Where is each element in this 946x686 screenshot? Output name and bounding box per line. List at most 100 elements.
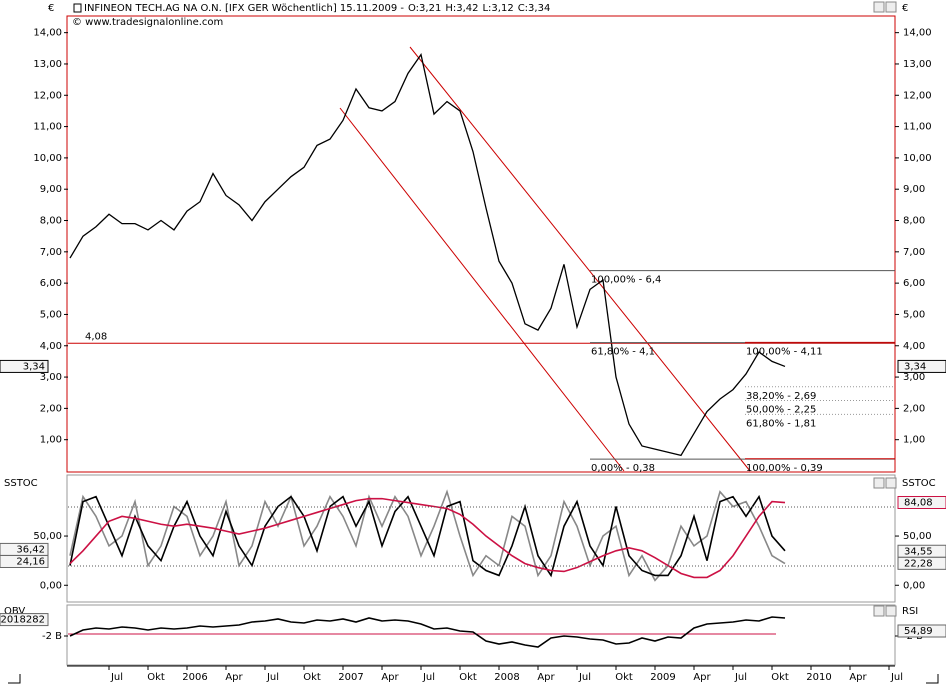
last-price: 3,34 bbox=[904, 361, 926, 372]
y-tick-label: 11,00 bbox=[33, 122, 62, 133]
y-tick-label: 8,00 bbox=[903, 216, 925, 227]
y-tick-label: 9,00 bbox=[40, 184, 62, 195]
y-tick-label: 0,00 bbox=[903, 580, 925, 591]
y-tick-label: 1,00 bbox=[903, 435, 925, 446]
fib-label: 61,80% - 1,81 bbox=[746, 418, 816, 429]
button[interactable] bbox=[885, 605, 897, 617]
value-box-box bbox=[897, 495, 946, 509]
series-line bbox=[69, 494, 786, 578]
y-tick-label: 1,00 bbox=[40, 435, 62, 446]
y-tick-label: 13,00 bbox=[903, 59, 932, 70]
x-tick-label: Okt bbox=[615, 672, 633, 683]
y-tick-label: 11,00 bbox=[903, 122, 932, 133]
window-buttons[interactable] bbox=[873, 1, 897, 617]
corner-arrow bbox=[8, 674, 21, 684]
sstoc-panel bbox=[66, 474, 896, 603]
panel-title: SSTOC bbox=[4, 478, 38, 489]
x-tick-label: Okt bbox=[303, 672, 321, 683]
value-box-box bbox=[897, 556, 946, 570]
y-tick-label: 4,00 bbox=[903, 341, 925, 352]
button[interactable] bbox=[873, 1, 885, 13]
y-tick-label: 8,00 bbox=[40, 216, 62, 227]
y-tick-label: 10,00 bbox=[903, 153, 932, 164]
x-tick-label: Apr bbox=[693, 672, 711, 683]
ohlc-value: O:3,21 bbox=[408, 3, 441, 14]
y-tick-label: 14,00 bbox=[33, 28, 62, 39]
x-tick-label: Jul bbox=[578, 672, 591, 683]
obv-panel bbox=[66, 604, 896, 666]
y-tick-label: 6,00 bbox=[40, 278, 62, 289]
x-tick-label: Jul bbox=[422, 672, 435, 683]
fib-label: 38,20% - 2,69 bbox=[746, 391, 816, 402]
y-tick-label: 5,00 bbox=[40, 309, 62, 320]
x-tick-label: Apr bbox=[849, 672, 867, 683]
button[interactable] bbox=[873, 477, 885, 489]
x-tick-label: Jul bbox=[266, 672, 279, 683]
y-tick-label: 7,00 bbox=[903, 247, 925, 258]
value-box: 34,55 bbox=[904, 546, 933, 557]
value-box-box bbox=[897, 624, 946, 638]
series-line bbox=[69, 497, 786, 579]
y-tick-label: 14,00 bbox=[903, 28, 932, 39]
button[interactable] bbox=[885, 477, 897, 489]
ohlc-value: H:3,42 bbox=[445, 3, 478, 14]
currency: € bbox=[48, 3, 54, 14]
y-tick-label: 50,00 bbox=[33, 531, 62, 542]
x-tick-label: Apr bbox=[537, 672, 555, 683]
x-tick-label: Apr bbox=[225, 672, 243, 683]
y-tick-label: 9,00 bbox=[903, 184, 925, 195]
fib-label: 100,00% - 4,11 bbox=[746, 346, 823, 357]
x-tick-label: Jul bbox=[734, 672, 747, 683]
y-tick-label: 0,00 bbox=[40, 580, 62, 591]
fib-label: 0,00% - 0,38 bbox=[591, 463, 655, 474]
y-tick-label: -2 B bbox=[42, 631, 62, 642]
x-tick-label: Apr bbox=[381, 672, 399, 683]
value-box: 36,42 bbox=[16, 544, 45, 555]
y-tick-label: 12,00 bbox=[903, 90, 932, 101]
ohlc-value: L:3,12 bbox=[482, 3, 513, 14]
y-tick-label: 5,00 bbox=[903, 309, 925, 320]
y-tick-label: 3,00 bbox=[903, 372, 925, 383]
symbol-icon bbox=[73, 3, 82, 13]
value-box: 84,08 bbox=[904, 497, 933, 508]
y-tick-label: 2,00 bbox=[40, 403, 62, 414]
value-box: 242018282 bbox=[0, 615, 45, 626]
value-box-box bbox=[0, 613, 49, 627]
ohlc-value: C:3,34 bbox=[518, 3, 551, 14]
channel-line bbox=[409, 46, 751, 472]
y-tick-label: 10,00 bbox=[33, 153, 62, 164]
fib-label: 50,00% - 2,25 bbox=[746, 405, 816, 416]
value-box: 24,16 bbox=[16, 556, 45, 567]
last-price: 3,34 bbox=[23, 361, 45, 372]
chart-title: INFINEON TECH.AG NA O.N. [IFX GER Wöchen… bbox=[84, 3, 404, 14]
x-tick-label: 2009 bbox=[650, 672, 675, 683]
channel-line bbox=[339, 107, 625, 472]
y-tick-label: 3,00 bbox=[40, 372, 62, 383]
x-tick-label: Jul bbox=[110, 672, 123, 683]
last-price-box bbox=[897, 359, 946, 373]
value-box: 22,28 bbox=[904, 558, 933, 569]
x-tick-label: 2006 bbox=[182, 672, 207, 683]
button[interactable] bbox=[873, 605, 885, 617]
series-line bbox=[69, 616, 786, 648]
x-tick-label: 2007 bbox=[338, 672, 363, 683]
x-tick-label: Jul bbox=[890, 672, 903, 683]
button[interactable] bbox=[885, 1, 897, 13]
fib-label: 100,00% - 0,39 bbox=[746, 463, 823, 474]
y-tick-label: 7,00 bbox=[40, 247, 62, 258]
series-line bbox=[69, 52, 786, 457]
x-tick-label: Okt bbox=[459, 672, 477, 683]
corner-arrow bbox=[926, 674, 939, 684]
price-panel bbox=[66, 15, 896, 473]
y-tick-label: 6,00 bbox=[903, 278, 925, 289]
currency: € bbox=[902, 3, 908, 14]
fib-label: 61,80% - 4,1 bbox=[591, 347, 655, 358]
y-tick-label: 2,00 bbox=[903, 403, 925, 414]
support-label: 4,08 bbox=[85, 331, 107, 342]
copyright: © www.tradesignalonline.com bbox=[72, 17, 223, 28]
panel-title: RSI bbox=[902, 606, 918, 617]
x-tick-label: Okt bbox=[771, 672, 789, 683]
last-price-box bbox=[0, 359, 49, 373]
y-tick-label: 50,00 bbox=[903, 531, 932, 542]
